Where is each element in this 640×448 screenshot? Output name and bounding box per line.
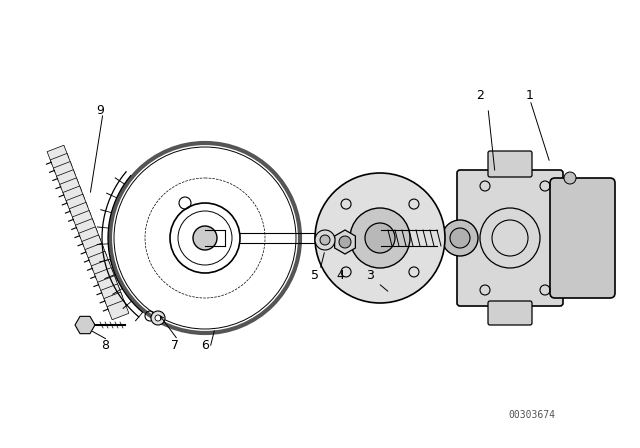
- Polygon shape: [335, 230, 355, 254]
- Circle shape: [350, 208, 410, 268]
- Circle shape: [315, 230, 335, 250]
- Polygon shape: [76, 219, 97, 238]
- Polygon shape: [53, 162, 76, 181]
- FancyBboxPatch shape: [488, 151, 532, 177]
- Polygon shape: [47, 145, 69, 165]
- Text: 5: 5: [311, 268, 319, 281]
- Circle shape: [365, 223, 395, 253]
- Text: 2: 2: [476, 89, 484, 102]
- Circle shape: [339, 236, 351, 248]
- Polygon shape: [104, 292, 126, 312]
- Circle shape: [442, 220, 478, 256]
- Polygon shape: [63, 186, 84, 206]
- Text: 00303674: 00303674: [508, 410, 555, 420]
- Circle shape: [151, 311, 165, 325]
- Polygon shape: [69, 202, 91, 222]
- Text: 8: 8: [101, 339, 109, 352]
- Text: 6: 6: [201, 339, 209, 352]
- Polygon shape: [100, 284, 123, 303]
- Circle shape: [155, 315, 161, 321]
- Circle shape: [320, 235, 330, 245]
- Text: 7: 7: [171, 339, 179, 352]
- FancyBboxPatch shape: [457, 170, 563, 306]
- Text: 1: 1: [526, 89, 534, 102]
- Polygon shape: [88, 251, 110, 271]
- Polygon shape: [92, 259, 113, 279]
- Polygon shape: [85, 243, 107, 263]
- Polygon shape: [79, 227, 100, 246]
- Polygon shape: [95, 267, 116, 287]
- Polygon shape: [98, 276, 120, 295]
- Text: 4: 4: [336, 268, 344, 281]
- Polygon shape: [82, 235, 104, 254]
- Polygon shape: [75, 316, 95, 334]
- Polygon shape: [56, 170, 78, 189]
- Text: 9: 9: [96, 103, 104, 116]
- Circle shape: [193, 226, 217, 250]
- Polygon shape: [60, 178, 81, 198]
- Text: 3: 3: [366, 268, 374, 281]
- Polygon shape: [66, 194, 88, 214]
- Polygon shape: [107, 300, 129, 320]
- Circle shape: [450, 228, 470, 248]
- FancyBboxPatch shape: [488, 301, 532, 325]
- Polygon shape: [50, 153, 72, 173]
- Polygon shape: [72, 211, 94, 230]
- Circle shape: [315, 173, 445, 303]
- FancyBboxPatch shape: [550, 178, 615, 298]
- Circle shape: [564, 172, 576, 184]
